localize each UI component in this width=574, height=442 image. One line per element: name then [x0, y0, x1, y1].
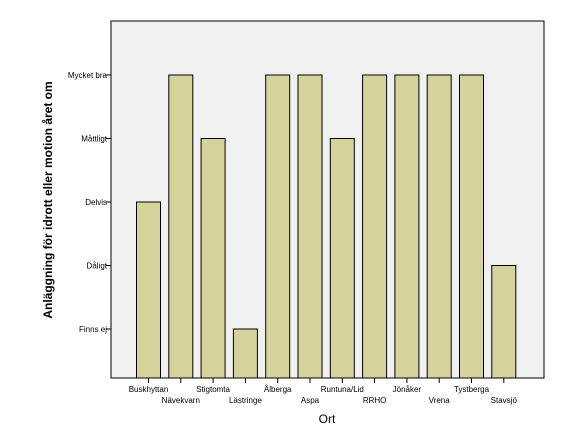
bar-stavsjö: [491, 265, 517, 379]
bar-tystberga: [459, 74, 484, 379]
y-ticks-group: Finns ej Dåligt Delvis Måttligt Mycket bra: [68, 71, 111, 334]
bars-group: [136, 74, 517, 379]
bar-aspa: [297, 74, 323, 379]
bar-vrena: [426, 74, 452, 379]
bar-lästringe: [232, 328, 258, 379]
x-tick-label: Tystberga: [454, 385, 490, 394]
x-tick-label: Ålberga: [264, 385, 292, 394]
bar-stigtomta: [200, 138, 226, 379]
x-ticks-group: Buskhyttan Nävekvarn Stigtomta LästringeÅlb…: [129, 378, 518, 405]
bar-rrho: [362, 74, 388, 379]
bar-buskhyttan: [136, 201, 161, 379]
bar-runtuna-lid: [329, 138, 355, 379]
bar-jönåker: [394, 74, 420, 379]
bar-ålberga: [265, 74, 291, 379]
x-tick-label: Lästringe: [229, 396, 262, 405]
x-tick-label: Aspa: [301, 396, 320, 405]
x-tick-label: Vrena: [429, 396, 451, 405]
bar-nävekvarn: [168, 74, 194, 379]
x-tick-label: Nävekvarn: [162, 396, 200, 405]
y-tick-label: Måttligt: [81, 135, 108, 144]
x-tick-label: RRHO: [363, 396, 387, 405]
x-tick-label: Buskhyttan: [129, 385, 169, 394]
y-axis-title: Anläggning för idrott eller motion året …: [41, 81, 55, 318]
x-tick-label: Runtuna/Lid: [321, 385, 364, 394]
y-tick-label: Mycket bra: [68, 71, 108, 80]
y-tick-label: Dåligt: [87, 262, 108, 271]
x-tick-label: Jönåker: [393, 385, 422, 394]
x-axis-title: Ort: [319, 412, 336, 426]
y-tick-label: Delvis: [85, 198, 107, 207]
x-tick-label: Stigtomta: [196, 385, 230, 394]
y-tick-label: Finns ej: [79, 325, 107, 334]
x-tick-label: Stavsjö: [491, 396, 518, 405]
